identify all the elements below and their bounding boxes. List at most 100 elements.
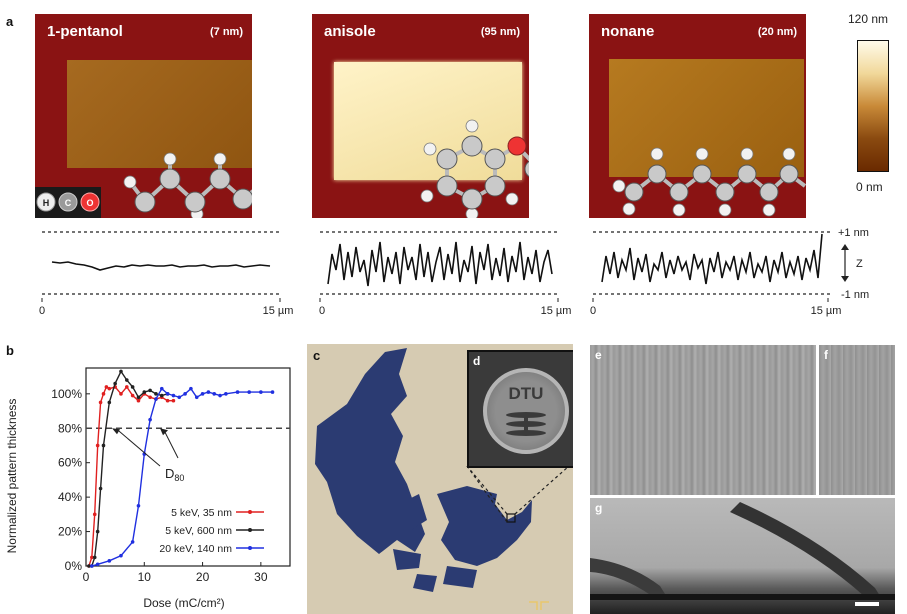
- data-point: [107, 386, 112, 391]
- jutland-shape: [315, 348, 425, 554]
- data-point: [90, 564, 94, 568]
- legend-marker: [248, 546, 252, 550]
- afm-image-1-pentanol: 1-pentanol (7 nm) H C: [35, 14, 252, 218]
- island-zealand: [437, 486, 532, 566]
- data-point: [104, 385, 109, 389]
- profile-1-x-end: 15 µm: [263, 305, 294, 317]
- zoom-box: [506, 513, 516, 523]
- sem-image-e: e: [590, 345, 816, 495]
- legend-label: 5 keV, 600 nm: [165, 525, 232, 537]
- data-point: [171, 398, 176, 403]
- panel-label-a: a: [6, 14, 14, 29]
- profile-nonane: [601, 233, 823, 285]
- data-point: [90, 555, 94, 560]
- profile-1-x-start: 0: [39, 305, 45, 317]
- data-point: [212, 392, 217, 396]
- data-point: [224, 392, 228, 396]
- data-point: [119, 369, 123, 374]
- film-thickness: (20 nm): [757, 26, 797, 38]
- data-point: [130, 393, 135, 398]
- data-point: [183, 392, 187, 396]
- legend-marker: [248, 510, 252, 514]
- data-point: [98, 400, 103, 405]
- chart-y-label: Normalized pattern thickness: [5, 399, 19, 554]
- data-point: [159, 386, 164, 391]
- data-point: [136, 503, 141, 508]
- island-south-1: [443, 566, 477, 588]
- sem-image-f: f: [819, 345, 895, 495]
- data-point: [247, 390, 251, 394]
- x-tick-label: 20: [196, 570, 210, 584]
- panel-d-inset: d DTU: [467, 350, 573, 468]
- data-point: [235, 390, 240, 394]
- data-point: [154, 392, 158, 396]
- panel-label-f: f: [824, 348, 828, 362]
- profile-pentanol: [51, 261, 271, 271]
- data-point: [95, 443, 100, 448]
- y-tick-label: 60%: [58, 456, 82, 470]
- data-point: [98, 486, 103, 491]
- dtu-logo-text: DTU: [508, 384, 544, 403]
- data-point: [107, 559, 112, 563]
- afm-image-anisole: anisole (95 nm): [312, 14, 529, 218]
- data-point: [113, 381, 117, 386]
- dtu-logo-disk: DTU: [483, 368, 569, 454]
- data-point: [136, 398, 141, 403]
- data-point: [136, 395, 141, 400]
- solvent-name: 1-pentanol: [47, 23, 123, 40]
- island-fyn: [393, 549, 421, 570]
- d80-arrow-1: [117, 429, 161, 467]
- dtu-logo-fingers: [506, 412, 546, 436]
- z-label: Z: [856, 258, 863, 270]
- d80-annotation: D80: [165, 466, 184, 483]
- island-south-2: [413, 574, 437, 592]
- data-point: [119, 553, 123, 558]
- scale-bar: [855, 602, 879, 606]
- x-tick-label: 10: [138, 570, 152, 584]
- atom-legend-c: C: [65, 198, 72, 208]
- data-point: [218, 393, 222, 398]
- data-point: [200, 392, 205, 396]
- data-point: [95, 529, 100, 534]
- d80-arrowhead-2: [160, 428, 168, 436]
- y-tick-label: 80%: [58, 421, 82, 435]
- nonane-molecule: [612, 147, 806, 217]
- colorbar: [857, 40, 889, 172]
- profile-3-x-start: 0: [590, 305, 596, 317]
- data-point: [92, 555, 97, 560]
- data-point: [87, 564, 91, 568]
- data-point: [259, 390, 263, 394]
- data-point: [206, 390, 211, 394]
- x-tick-label: 30: [254, 570, 268, 584]
- data-point: [165, 392, 170, 396]
- y-tick-label: 0%: [65, 559, 83, 573]
- film-thickness: (95 nm): [480, 26, 520, 38]
- solvent-name: anisole: [324, 23, 376, 40]
- legend-label: 20 keV, 140 nm: [159, 543, 232, 555]
- data-point: [92, 512, 97, 517]
- data-point: [270, 390, 275, 394]
- pentanol-molecule: [123, 152, 252, 218]
- data-point: [125, 378, 129, 382]
- data-point: [130, 385, 135, 389]
- y-tick-label: 100%: [51, 387, 82, 401]
- z-top-label: +1 nm: [838, 227, 869, 239]
- atom-legend-h: H: [43, 198, 50, 208]
- data-point: [165, 398, 170, 403]
- data-point: [125, 385, 129, 389]
- profile-2-x-start: 0: [319, 305, 325, 317]
- sem-image-g: g: [590, 498, 895, 614]
- data-point: [154, 397, 158, 401]
- data-point: [101, 443, 106, 448]
- chart-x-label: Dose (mC/cm²): [143, 596, 224, 610]
- data-point: [148, 395, 152, 400]
- z-bottom-label: -1 nm: [841, 289, 869, 301]
- profile-anisole: [327, 241, 553, 287]
- data-point: [130, 540, 135, 544]
- afm-image-nonane: nonane (20 nm): [589, 14, 806, 218]
- data-point: [189, 386, 193, 391]
- data-point: [95, 562, 100, 567]
- dose-chart: Normalized pattern thickness Dose (mC/cm…: [5, 367, 291, 610]
- legend-label: 5 keV, 35 nm: [171, 507, 232, 519]
- profile-2-x-end: 15 µm: [541, 305, 572, 317]
